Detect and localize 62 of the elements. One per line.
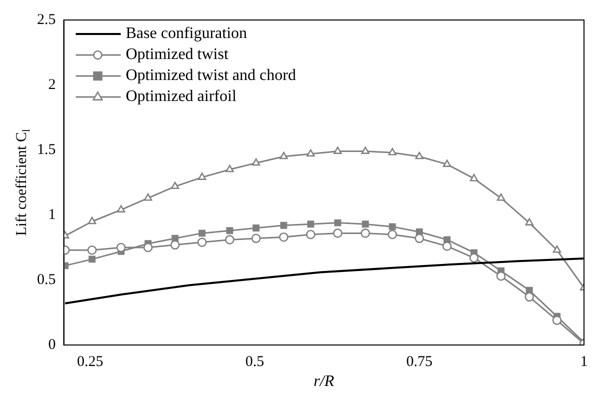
- y-tick-label: 1: [48, 206, 56, 223]
- y-tick-label: 1.5: [37, 142, 56, 158]
- point: [360, 228, 370, 238]
- x-tick-label: 0.75: [406, 354, 432, 370]
- point: [496, 271, 506, 281]
- y-tick-label: 2: [48, 76, 56, 93]
- y-tick-label: 2.5: [37, 12, 56, 28]
- point: [388, 148, 396, 156]
- x-tick-label: 0.5: [245, 354, 264, 370]
- y-axis-title: Lift coefficient Cl: [14, 129, 32, 236]
- y-tick-label: 0.5: [37, 272, 56, 288]
- point: [361, 146, 370, 154]
- point: [198, 230, 206, 237]
- point: [306, 149, 315, 157]
- x-tick-label: 1: [580, 354, 588, 370]
- point: [307, 220, 314, 228]
- point: [226, 227, 234, 234]
- point: [197, 238, 207, 247]
- point: [362, 220, 369, 228]
- point: [279, 232, 288, 242]
- point: [87, 245, 97, 255]
- point: [388, 223, 396, 230]
- point: [225, 235, 234, 244]
- point: [280, 222, 288, 229]
- point: [144, 193, 152, 201]
- point: [143, 242, 153, 252]
- point: [470, 174, 478, 182]
- point: [333, 228, 342, 238]
- y-tick-label: 0: [48, 336, 56, 353]
- point: [198, 172, 206, 180]
- point: [116, 205, 126, 212]
- point: [442, 160, 452, 167]
- x-tick-label: 0.25: [76, 354, 104, 370]
- point: [170, 240, 180, 250]
- point: [414, 234, 424, 244]
- point: [306, 230, 316, 240]
- point: [469, 253, 479, 263]
- point: [170, 182, 180, 190]
- point: [415, 152, 424, 160]
- point: [444, 236, 450, 244]
- x-axis-title: r/R: [314, 373, 334, 390]
- point: [251, 234, 261, 244]
- point: [226, 164, 234, 172]
- point: [552, 316, 562, 325]
- point: [496, 193, 506, 201]
- legend-label: Optimized airfoil: [126, 88, 237, 106]
- point: [524, 292, 534, 302]
- point: [552, 245, 562, 253]
- point: [334, 219, 342, 226]
- point: [116, 242, 126, 252]
- legend-label: Optimized twist: [126, 46, 229, 64]
- point: [388, 230, 398, 240]
- legend-label: Optimized twist and chord: [126, 67, 296, 84]
- point: [252, 158, 260, 166]
- legend-label: Base configuration: [126, 25, 248, 42]
- point: [88, 216, 96, 224]
- point: [88, 256, 96, 263]
- point: [442, 242, 452, 251]
- point: [334, 146, 342, 154]
- point: [525, 218, 534, 226]
- point: [252, 224, 260, 232]
- point: [280, 152, 288, 160]
